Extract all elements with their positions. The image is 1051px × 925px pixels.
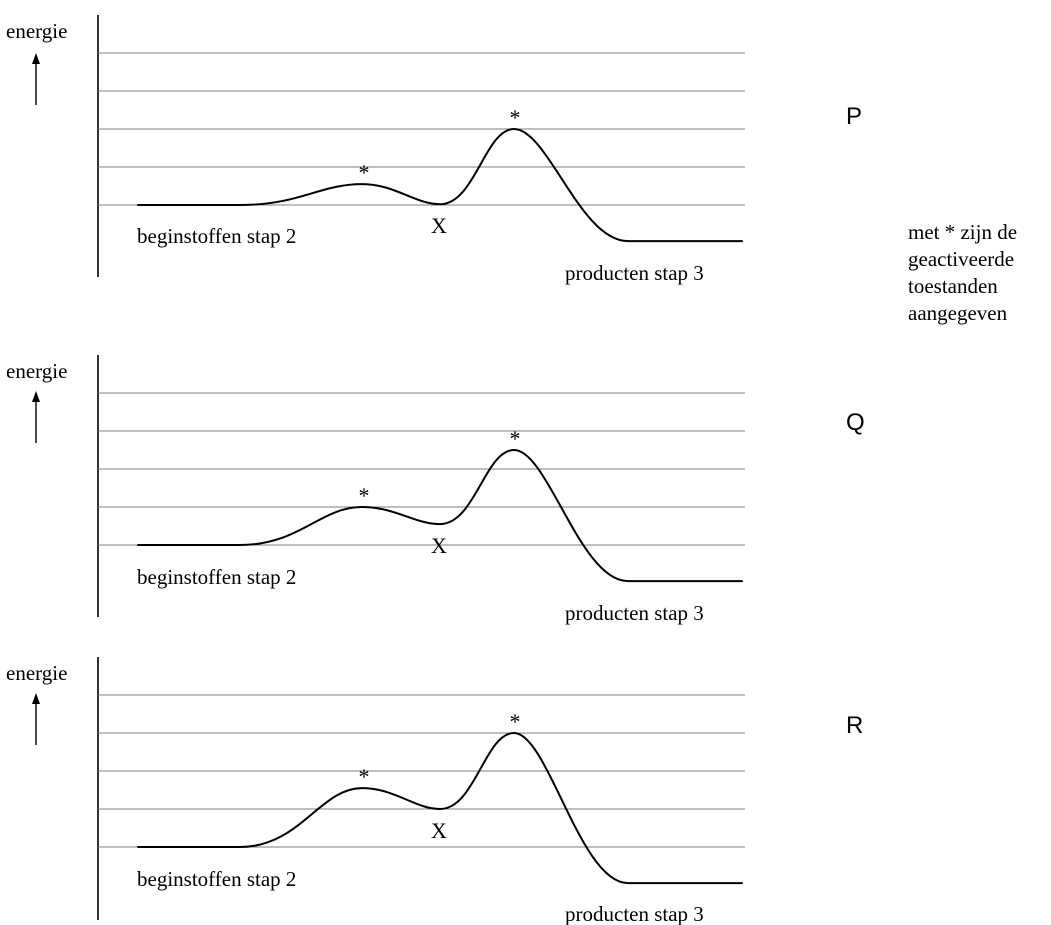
energy-diagram-r: energie * * X beginstoffen stap 2 produc… — [6, 657, 863, 925]
reaction-energy-curve — [137, 449, 743, 583]
energy-gridlines — [98, 694, 745, 848]
activated-state-marker-1: * — [359, 160, 370, 185]
intermediate-label: X — [431, 818, 447, 843]
activated-state-marker-1: * — [359, 483, 370, 508]
products-label: producten stap 3 — [565, 601, 704, 625]
energy-axis-label: energie — [6, 359, 67, 383]
up-arrow-icon — [32, 53, 40, 105]
up-arrow-icon — [32, 693, 40, 745]
note-line-1: met * zijn de — [908, 220, 1017, 244]
diagram-letter: Q — [846, 409, 865, 436]
up-arrow-icon — [32, 391, 40, 443]
diagram-letter: P — [846, 103, 862, 130]
energy-gridlines — [98, 392, 745, 546]
reactants-label: beginstoffen stap 2 — [137, 867, 296, 891]
reactants-label: beginstoffen stap 2 — [137, 565, 296, 589]
activated-state-marker-2: * — [510, 709, 521, 734]
activated-state-marker-1: * — [359, 764, 370, 789]
energy-gridlines — [98, 52, 745, 206]
energy-diagram-p: energie * * X beginstoffen stap 2 produc… — [6, 15, 862, 285]
reaction-energy-curve — [137, 732, 743, 885]
diagram-letter: R — [846, 712, 863, 739]
note-line-3: toestanden — [908, 274, 998, 298]
intermediate-label: X — [431, 213, 447, 238]
activated-state-marker-2: * — [510, 426, 521, 451]
activated-state-note: met * zijn de geactiveerde toestanden aa… — [908, 220, 1017, 325]
intermediate-label: X — [431, 533, 447, 558]
reaction-energy-curve — [137, 128, 743, 243]
products-label: producten stap 3 — [565, 902, 704, 925]
products-label: producten stap 3 — [565, 261, 704, 285]
activated-state-marker-2: * — [510, 105, 521, 130]
energy-axis-label: energie — [6, 661, 67, 685]
energy-diagram-q: energie * * X beginstoffen stap 2 produc… — [6, 355, 865, 625]
note-line-2: geactiveerde — [908, 247, 1014, 271]
note-line-4: aangegeven — [908, 301, 1008, 325]
energy-axis-label: energie — [6, 19, 67, 43]
reactants-label: beginstoffen stap 2 — [137, 224, 296, 248]
